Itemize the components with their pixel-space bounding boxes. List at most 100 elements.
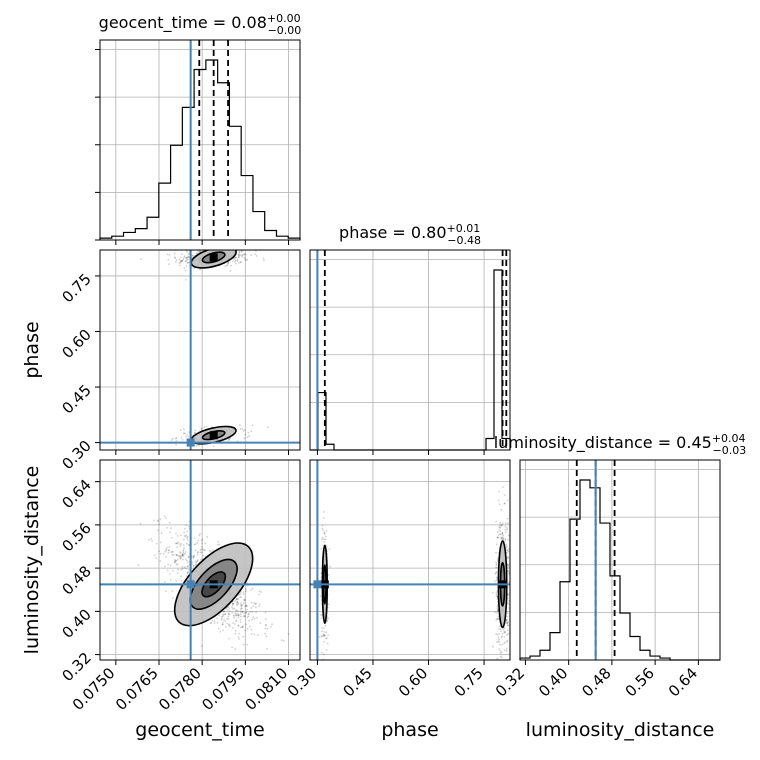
sample-point	[225, 625, 227, 628]
sample-point	[243, 437, 246, 440]
sample-point	[505, 619, 508, 622]
sample-point	[167, 258, 170, 261]
sample-point	[322, 635, 325, 638]
sample-point	[179, 545, 182, 547]
sample-point	[325, 637, 328, 640]
sample-point	[183, 566, 186, 569]
sample-point	[501, 635, 503, 638]
sample-point	[239, 618, 242, 621]
sample-point	[495, 543, 498, 546]
sample-point	[196, 560, 199, 563]
x-tick-label-phase: 0.60	[395, 664, 431, 700]
sample-point	[186, 530, 189, 533]
sample-point	[502, 534, 504, 537]
sample-point	[200, 558, 202, 561]
sample-point	[228, 623, 231, 626]
sample-point	[220, 617, 223, 620]
sample-point	[238, 614, 240, 617]
sample-point	[201, 545, 204, 548]
sample-point	[511, 544, 513, 546]
sample-point	[199, 250, 202, 253]
sample-point	[501, 643, 504, 646]
sample-point	[323, 533, 326, 535]
sample-point	[325, 545, 328, 548]
sample-point	[255, 602, 257, 605]
sample-point	[170, 536, 173, 539]
sample-point	[188, 435, 190, 438]
sample-point	[172, 437, 174, 440]
sample-point	[506, 528, 509, 531]
sample-point	[234, 648, 237, 650]
sample-point	[235, 597, 238, 600]
sample-point	[179, 260, 182, 263]
sample-point	[499, 522, 502, 524]
x-axis-label-luminosity_distance: luminosity_distance	[526, 719, 715, 741]
sample-point	[186, 539, 189, 542]
x-tick-label-luminosity_distance: 0.48	[578, 664, 614, 700]
sample-point	[186, 574, 188, 577]
sample-point	[232, 260, 234, 263]
sample-point	[167, 549, 170, 551]
sample-point	[176, 546, 179, 548]
sample-point	[255, 611, 257, 614]
sample-point	[321, 538, 323, 541]
sample-point	[240, 250, 243, 253]
sample-point	[234, 632, 237, 635]
sample-point	[192, 267, 195, 270]
sample-point	[322, 653, 325, 656]
sample-point	[187, 261, 189, 264]
sample-point	[224, 265, 227, 268]
sample-point	[245, 605, 248, 608]
sample-point	[234, 260, 237, 263]
sample-point	[184, 260, 187, 263]
sample-point	[496, 641, 498, 644]
sample-point	[246, 616, 249, 619]
sample-point	[507, 632, 510, 635]
axes-frame	[309, 249, 511, 451]
sample-point	[496, 633, 499, 636]
sample-point	[201, 538, 204, 541]
sample-point	[188, 253, 190, 256]
sample-point	[173, 561, 176, 564]
sample-point	[498, 638, 500, 641]
sample-point	[507, 534, 510, 537]
sample-point	[168, 263, 170, 265]
sample-point	[320, 617, 323, 620]
sample-point	[171, 554, 174, 556]
sample-point	[244, 615, 246, 618]
sample-point	[504, 631, 507, 634]
sample-point	[175, 436, 178, 439]
histogram-phase	[310, 269, 511, 451]
sample-point	[206, 536, 209, 538]
sample-point	[246, 627, 249, 630]
sample-point	[203, 426, 206, 428]
sample-point	[179, 556, 181, 559]
sample-point	[157, 529, 160, 532]
axis-title-luminosity_distance: luminosity_distance = 0.45+0.04 −0.03	[494, 432, 747, 457]
sample-point	[150, 537, 153, 540]
sample-point	[237, 614, 240, 616]
sample-point	[245, 611, 248, 614]
sample-point	[180, 436, 183, 439]
sample-point	[192, 556, 195, 559]
sample-point	[501, 522, 504, 525]
sample-point	[238, 253, 240, 256]
sample-point	[323, 511, 325, 513]
density-peak	[209, 431, 218, 440]
sample-point	[245, 590, 247, 593]
sample-point	[183, 256, 186, 259]
sample-point	[182, 544, 185, 547]
sample-point	[251, 610, 253, 613]
sample-point	[185, 260, 188, 263]
sample-point	[237, 625, 240, 627]
sample-point	[507, 538, 510, 541]
sample-point	[501, 533, 504, 536]
density-peak	[209, 253, 218, 262]
sample-point	[253, 602, 256, 604]
sample-point	[508, 548, 510, 550]
sample-point	[239, 424, 241, 426]
sample-point	[183, 432, 186, 435]
sample-point	[216, 617, 218, 620]
y-axis-label-phase: phase	[21, 321, 43, 378]
truth-marker	[186, 580, 195, 589]
